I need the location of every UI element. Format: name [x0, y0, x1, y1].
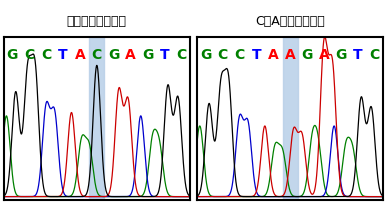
Text: G: G	[301, 48, 313, 62]
Text: T: T	[159, 48, 169, 62]
Text: C: C	[235, 48, 245, 62]
Text: A: A	[319, 48, 329, 62]
Text: T: T	[58, 48, 68, 62]
Text: C: C	[370, 48, 380, 62]
Text: C: C	[41, 48, 51, 62]
Text: 塩基を交換する前: 塩基を交換する前	[67, 15, 127, 28]
Bar	[283, 37, 298, 200]
Text: G: G	[142, 48, 153, 62]
Text: A: A	[75, 48, 85, 62]
Bar	[89, 37, 104, 200]
Text: A: A	[285, 48, 296, 62]
Text: C: C	[24, 48, 34, 62]
Text: G: G	[108, 48, 120, 62]
Text: G: G	[335, 48, 347, 62]
Text: C: C	[217, 48, 228, 62]
Text: A: A	[125, 48, 136, 62]
Text: C: C	[92, 48, 102, 62]
Text: A: A	[268, 48, 279, 62]
Text: T: T	[353, 48, 363, 62]
Text: G: G	[7, 48, 18, 62]
Text: G: G	[200, 48, 211, 62]
Text: C: C	[176, 48, 187, 62]
Text: T: T	[252, 48, 261, 62]
Text: CをAに交換した後: CをAに交換した後	[255, 15, 325, 28]
